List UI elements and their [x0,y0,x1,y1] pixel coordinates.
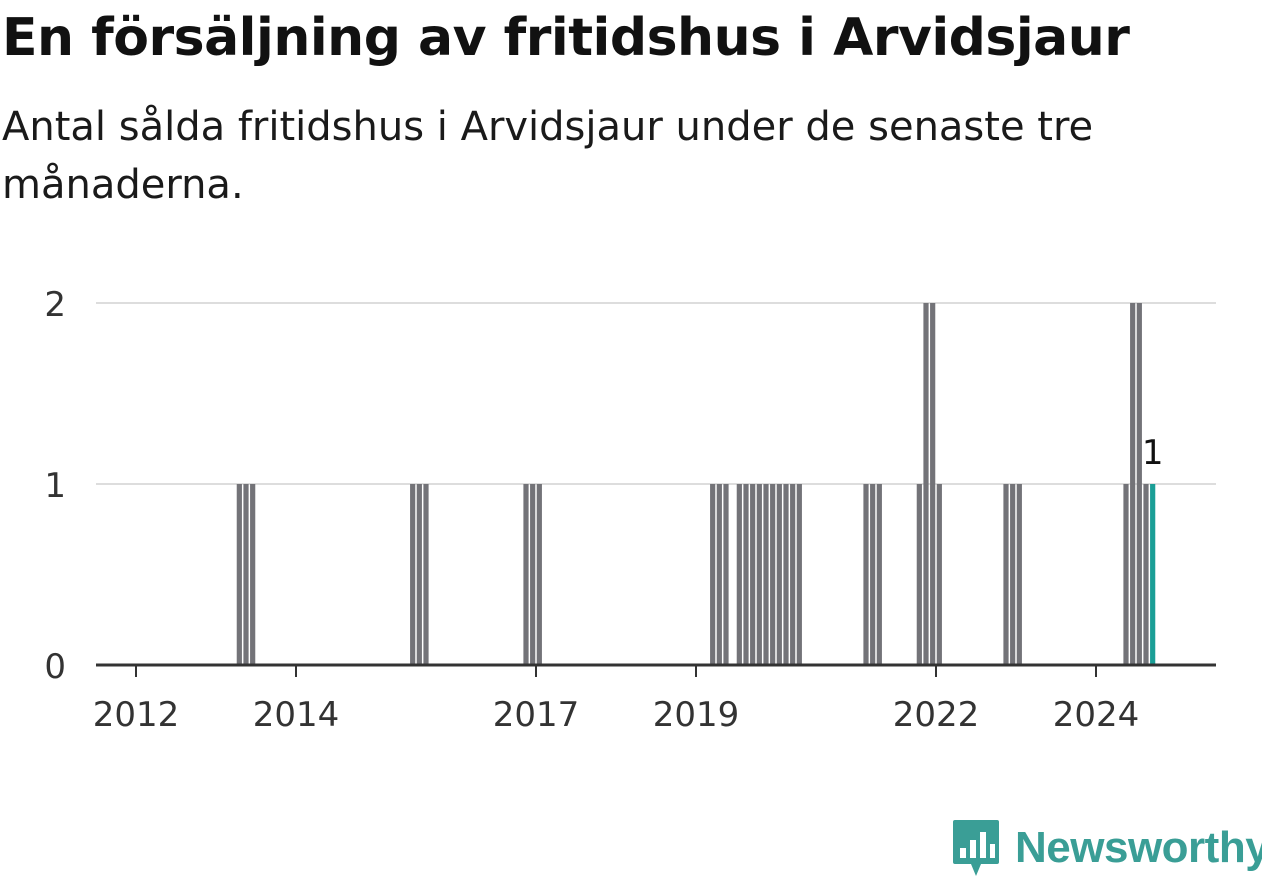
y-tick-label: 1 [44,466,66,506]
annotation-label: 1 [1142,433,1164,473]
y-axis-labels: 0 1 2 [44,285,66,687]
bar [783,484,789,665]
bar-highlight [1150,484,1156,665]
annotation: 1 [1139,430,1167,476]
bar [236,484,242,665]
bar [756,484,762,665]
bar [1123,484,1129,665]
bar [790,484,796,665]
bar [743,484,749,665]
y-tick-label: 0 [44,647,66,687]
bar [870,484,876,665]
bar [243,484,249,665]
bar [750,484,756,665]
bar [523,484,529,665]
bar [536,484,542,665]
bar [723,484,729,665]
y-tick-label: 2 [44,285,66,325]
bar [1016,484,1022,665]
bar [710,484,716,665]
bar [796,484,802,665]
brand-name: Newsworthy [1015,823,1262,872]
bar [250,484,256,665]
bar [923,303,929,665]
bar [423,484,429,665]
bar-chart: 0 1 2 2012 2014 2017 2019 2022 2024 1 [44,285,1216,735]
bar [936,484,942,665]
newsworthy-logo-icon [953,820,999,876]
x-tick-label: 2012 [93,695,180,735]
x-tick-label: 2019 [653,695,740,735]
bar [776,484,782,665]
bar [916,484,922,665]
bar [1143,484,1149,665]
x-tick-label: 2024 [1053,695,1140,735]
bar [770,484,776,665]
bar [410,484,416,665]
bar [763,484,769,665]
chart-title: En försäljning av fritidshus i Arvidsjau… [2,8,1130,68]
bar [416,484,422,665]
bar [716,484,722,665]
bar [1003,484,1009,665]
bar [1130,303,1136,665]
bar [930,303,936,665]
bar [876,484,882,665]
chart-subtitle: Antal sålda fritidshus i Arvidsjaur unde… [2,104,1094,208]
gridlines [96,302,1216,485]
bar [736,484,742,665]
x-tick-label: 2017 [493,695,580,735]
newsworthy-logo: Newsworthy [951,818,1262,878]
x-tick-label: 2014 [253,695,340,735]
bar [530,484,536,665]
bars [236,303,1156,665]
bar [1136,303,1142,665]
bar [1010,484,1016,665]
x-tick-label: 2022 [893,695,980,735]
bar [863,484,869,665]
x-axis: 2012 2014 2017 2019 2022 2024 [93,663,1216,735]
